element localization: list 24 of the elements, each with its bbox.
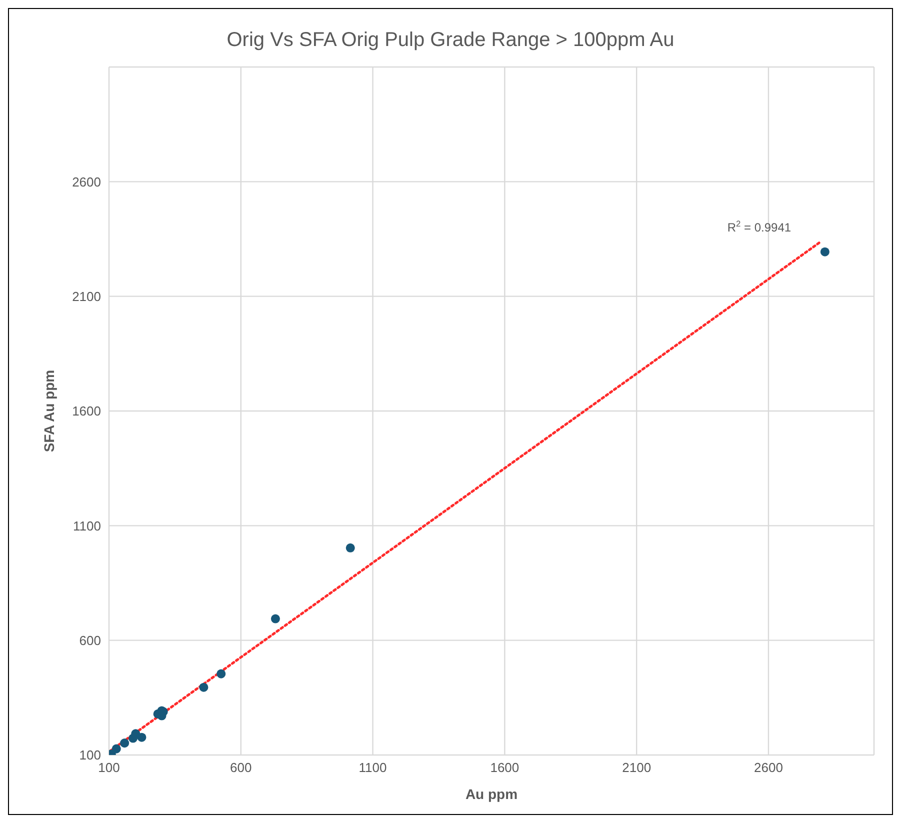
x-tick-label: 2100	[622, 760, 652, 776]
point	[346, 543, 355, 552]
point	[137, 732, 146, 742]
y-tick-label: 2600	[72, 174, 101, 190]
annotation: R$^{2}$ = 0.9941	[727, 218, 792, 234]
point	[199, 682, 208, 692]
point	[120, 738, 130, 748]
y-tick-label: 100	[79, 748, 101, 763]
x-tick-label: 600	[230, 760, 252, 776]
x-axis-title: Au ppm	[465, 786, 518, 802]
point	[270, 614, 280, 624]
y-tick-label: 1100	[73, 518, 101, 534]
point	[216, 669, 226, 678]
y-tick-label: 2100	[72, 288, 101, 304]
x-tick-label: 1100	[358, 760, 387, 776]
y-tick-label: 600	[79, 632, 101, 648]
x-tick-label: 1600	[490, 760, 520, 776]
point	[820, 247, 830, 256]
point	[112, 744, 121, 754]
chart-title: Orig Vs SFA Orig Pulp Grade Range > 100ppm Au	[226, 28, 676, 53]
x-tick-label: 100	[98, 760, 120, 776]
y-axis-title: SFA Au ppm	[40, 370, 57, 452]
y-tick-label: 1600	[72, 404, 101, 419]
x-tick-label: 2600	[754, 760, 783, 776]
